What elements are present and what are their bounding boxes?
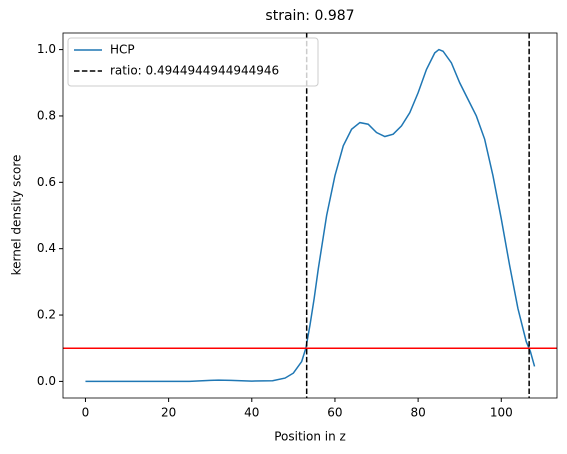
x-tick-label: 100 bbox=[490, 406, 513, 420]
legend-label: HCP bbox=[110, 43, 135, 57]
y-tick-label: 0.8 bbox=[37, 108, 56, 122]
x-axis-label: Position in z bbox=[274, 430, 346, 444]
x-tick-label: 0 bbox=[82, 406, 90, 420]
legend-label: ratio: 0.4944944944944946 bbox=[110, 64, 279, 78]
y-tick-label: 0.2 bbox=[37, 308, 56, 322]
x-tick-label: 20 bbox=[161, 406, 176, 420]
x-tick-label: 80 bbox=[410, 406, 425, 420]
x-tick-label: 40 bbox=[244, 406, 259, 420]
y-tick-label: 0.4 bbox=[37, 241, 56, 255]
axes-frame bbox=[62, 32, 558, 399]
x-tick-label: 60 bbox=[327, 406, 342, 420]
y-axis-label: kernel density score bbox=[10, 155, 24, 276]
legend-box bbox=[67, 37, 319, 87]
y-tick-label: 1.0 bbox=[37, 42, 56, 56]
y-tick-label: 0.6 bbox=[37, 175, 56, 189]
data-line bbox=[85, 48, 536, 383]
chart-title: strain: 0.987 bbox=[265, 8, 354, 24]
y-tick-label: 0.0 bbox=[37, 374, 56, 388]
